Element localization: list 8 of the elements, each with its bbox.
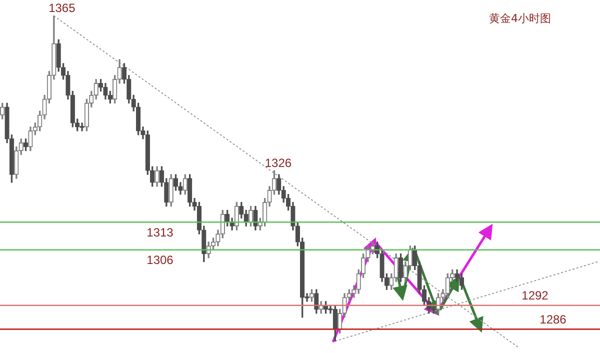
annotation: 1365: [48, 1, 76, 16]
ref-line-label: 1286: [540, 312, 567, 327]
annotation: 1326: [264, 156, 292, 170]
text: 黄金4小时图: [489, 12, 551, 25]
candlestick: [80, 122, 84, 132]
ref-line-label: 1292: [522, 288, 549, 303]
ref-line-label: 1306: [146, 253, 174, 268]
ref-line-label: 1313: [146, 225, 174, 240]
